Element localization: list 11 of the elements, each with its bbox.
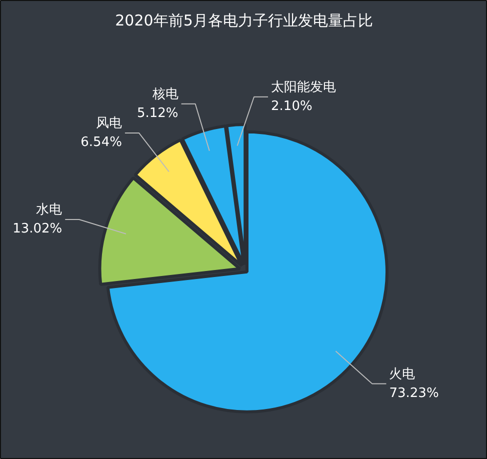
slice-label: 火电	[389, 366, 416, 382]
slice-label: 核电	[151, 86, 178, 102]
data-label: 6.54%	[80, 134, 122, 150]
slice-label: 风电	[96, 116, 122, 131]
data-label: 73.23%	[389, 386, 439, 401]
data-label: 13.02%	[12, 222, 62, 237]
data-label: 2.10%	[271, 98, 312, 114]
data-label: 5.12%	[136, 106, 178, 121]
chart-title: 2020年前5月各电力子行业发电量占比	[115, 12, 373, 30]
slice-label: 水电	[36, 202, 62, 218]
slice-label: 太阳能发电	[271, 80, 336, 95]
